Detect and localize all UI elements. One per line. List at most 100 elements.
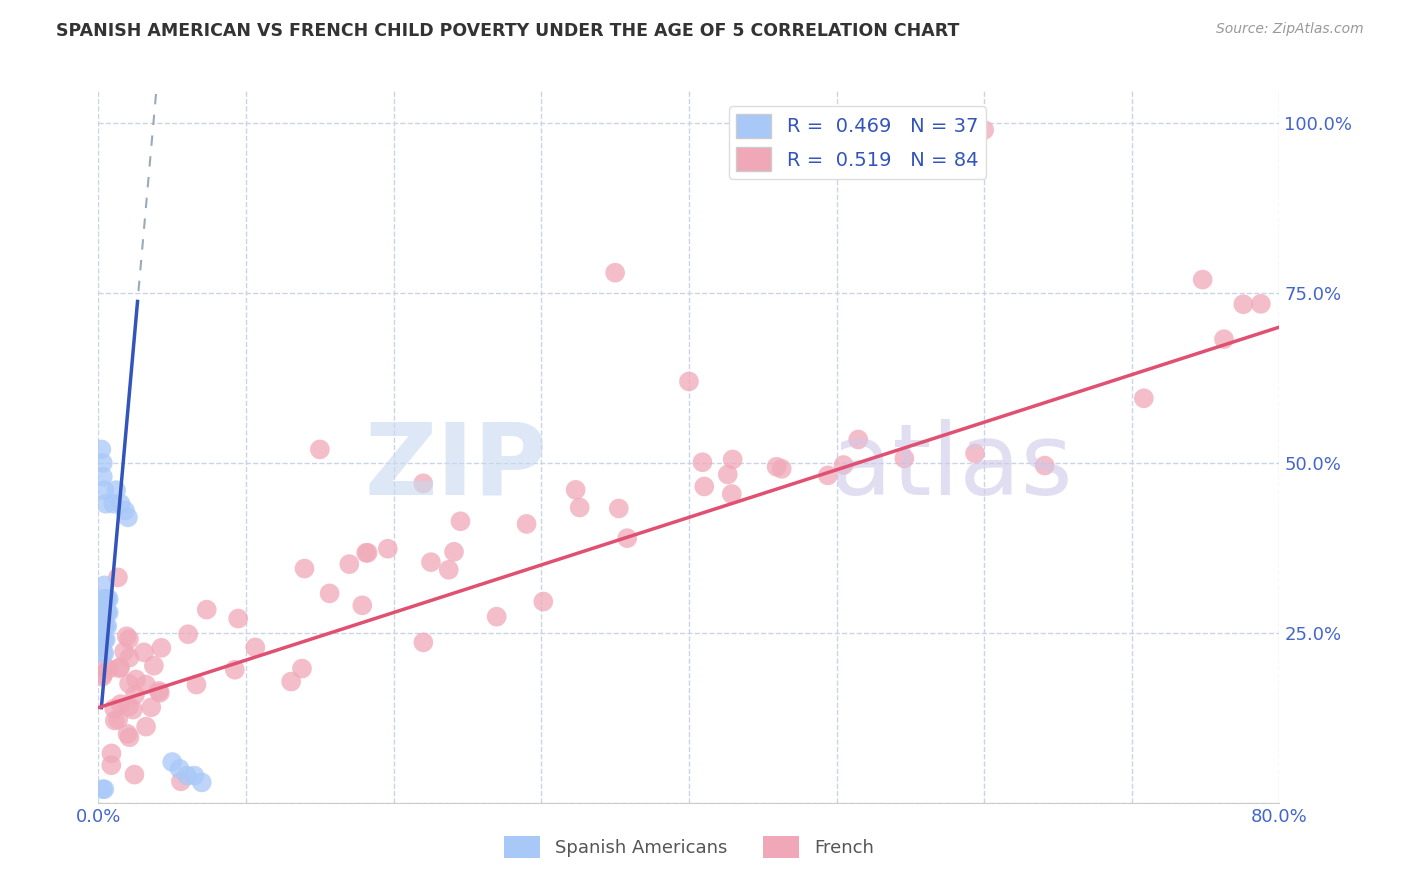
Point bbox=[91, 667, 114, 681]
Point bbox=[963, 446, 986, 460]
Point bbox=[90, 442, 112, 457]
Point bbox=[1232, 297, 1254, 311]
Point bbox=[91, 782, 114, 797]
Point bbox=[93, 606, 115, 620]
Point bbox=[1191, 272, 1213, 286]
Point bbox=[721, 452, 744, 467]
Point bbox=[142, 658, 165, 673]
Point bbox=[169, 762, 191, 776]
Point bbox=[94, 591, 117, 606]
Point bbox=[318, 586, 340, 600]
Point bbox=[186, 677, 208, 691]
Point bbox=[485, 609, 508, 624]
Point bbox=[846, 433, 869, 447]
Point bbox=[149, 686, 172, 700]
Point bbox=[90, 626, 112, 640]
Point bbox=[973, 123, 995, 137]
Point bbox=[97, 662, 120, 676]
Point bbox=[162, 755, 183, 769]
Point bbox=[103, 497, 125, 511]
Point bbox=[352, 599, 374, 613]
Point bbox=[717, 467, 740, 482]
Point bbox=[118, 730, 141, 744]
Point bbox=[568, 500, 591, 515]
Point bbox=[720, 487, 742, 501]
Point bbox=[100, 747, 122, 761]
Point bbox=[607, 501, 630, 516]
Point bbox=[100, 758, 122, 772]
Point bbox=[817, 468, 839, 483]
Point bbox=[450, 514, 472, 528]
Point bbox=[412, 476, 434, 491]
Point bbox=[437, 563, 460, 577]
Point bbox=[107, 570, 129, 584]
Point bbox=[1213, 332, 1236, 346]
Point bbox=[93, 632, 115, 647]
Point bbox=[150, 640, 173, 655]
Point bbox=[412, 635, 434, 649]
Point bbox=[354, 546, 377, 560]
Point bbox=[93, 660, 115, 674]
Text: Source: ZipAtlas.com: Source: ZipAtlas.com bbox=[1216, 22, 1364, 37]
Point bbox=[770, 462, 793, 476]
Point bbox=[91, 591, 114, 606]
Point bbox=[291, 662, 314, 676]
Point bbox=[191, 775, 214, 789]
Point bbox=[419, 555, 441, 569]
Point bbox=[443, 545, 465, 559]
Point bbox=[1250, 297, 1272, 311]
Point bbox=[1033, 458, 1056, 473]
Point bbox=[226, 611, 249, 625]
Text: SPANISH AMERICAN VS FRENCH CHILD POVERTY UNDER THE AGE OF 5 CORRELATION CHART: SPANISH AMERICAN VS FRENCH CHILD POVERTY… bbox=[56, 22, 960, 40]
Point bbox=[605, 266, 627, 280]
Point bbox=[118, 650, 141, 665]
Point bbox=[1133, 392, 1156, 406]
Point bbox=[112, 644, 135, 658]
Point bbox=[114, 503, 136, 517]
Point bbox=[141, 700, 163, 714]
Point bbox=[94, 606, 117, 620]
Point bbox=[97, 591, 120, 606]
Point bbox=[107, 713, 129, 727]
Point bbox=[176, 769, 198, 783]
Point bbox=[115, 629, 138, 643]
Text: atlas: atlas bbox=[831, 419, 1073, 516]
Point bbox=[377, 541, 399, 556]
Point bbox=[832, 458, 855, 472]
Point bbox=[337, 557, 360, 571]
Text: ZIP: ZIP bbox=[364, 419, 547, 516]
Point bbox=[93, 483, 115, 498]
Point bbox=[108, 660, 131, 674]
Point bbox=[357, 546, 380, 560]
Point bbox=[148, 684, 170, 698]
Point bbox=[177, 627, 200, 641]
Point bbox=[170, 774, 193, 789]
Point bbox=[108, 661, 131, 675]
Point bbox=[183, 769, 205, 783]
Point bbox=[97, 606, 120, 620]
Point bbox=[280, 674, 302, 689]
Point bbox=[104, 714, 127, 728]
Point bbox=[118, 676, 141, 690]
Point bbox=[132, 645, 155, 659]
Point bbox=[91, 469, 114, 483]
Point bbox=[103, 701, 125, 715]
Point bbox=[693, 479, 716, 493]
Point bbox=[91, 619, 114, 633]
Point bbox=[135, 720, 157, 734]
Point bbox=[224, 663, 246, 677]
Point bbox=[94, 497, 117, 511]
Point bbox=[93, 619, 115, 633]
Point bbox=[893, 451, 915, 466]
Point bbox=[93, 646, 115, 660]
Point bbox=[294, 561, 316, 575]
Point bbox=[96, 619, 118, 633]
Point bbox=[309, 442, 332, 457]
Point bbox=[94, 619, 117, 633]
Point bbox=[678, 375, 700, 389]
Point bbox=[765, 459, 787, 474]
Point bbox=[118, 699, 141, 714]
Point bbox=[692, 455, 714, 469]
Point bbox=[105, 483, 128, 498]
Point bbox=[91, 456, 114, 470]
